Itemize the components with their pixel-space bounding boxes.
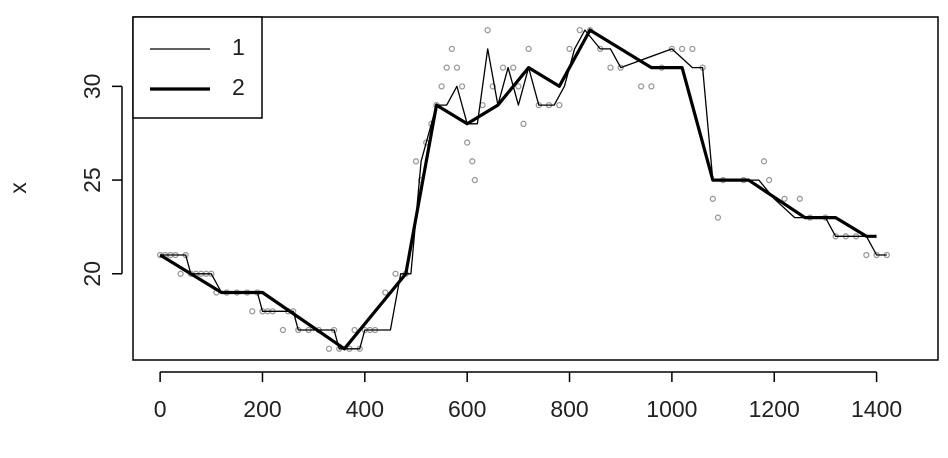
x-tick-label: 1000 <box>646 396 697 422</box>
y-axis-label: x <box>5 182 31 194</box>
data-point <box>760 158 768 165</box>
x-tick-label: 600 <box>448 396 486 422</box>
x-tick-label: 200 <box>243 396 281 422</box>
data-point <box>781 195 788 202</box>
data-point <box>392 270 399 277</box>
data-point <box>177 270 184 277</box>
data-point <box>499 64 507 71</box>
series-line <box>159 28 877 351</box>
data-point <box>796 195 803 202</box>
data-point <box>382 289 389 296</box>
data-point <box>709 195 716 202</box>
x-tick-label: 0 <box>154 396 167 422</box>
data-point <box>863 251 870 259</box>
data-point <box>556 101 563 109</box>
legend-label: 2 <box>232 74 245 100</box>
data-point <box>678 45 686 53</box>
data-point <box>484 26 491 34</box>
x-tick-label: 800 <box>550 396 588 422</box>
data-point <box>453 64 461 71</box>
data-point <box>489 83 496 90</box>
series-line <box>160 29 887 350</box>
data-point <box>566 45 573 53</box>
data-point <box>765 176 773 184</box>
data-point <box>689 45 696 53</box>
data-point <box>617 64 624 71</box>
legend-label: 1 <box>232 34 245 60</box>
y-tick-label: 20 <box>79 261 105 287</box>
data-point <box>525 45 532 53</box>
data-point <box>249 308 256 315</box>
data-point <box>668 45 676 53</box>
data-point <box>515 83 522 90</box>
data-point <box>471 176 479 184</box>
legend-box <box>132 16 263 119</box>
data-point <box>510 64 517 71</box>
data-point <box>351 326 358 334</box>
data-point <box>438 83 445 90</box>
data-point <box>458 83 466 90</box>
y-tick-label: 30 <box>79 74 105 100</box>
x-tick-label: 400 <box>346 396 384 422</box>
data-point <box>638 83 645 90</box>
data-point <box>607 64 614 71</box>
x-tick-label: 1200 <box>749 396 800 422</box>
data-point <box>464 139 471 146</box>
data-point <box>520 120 527 127</box>
data-point <box>714 214 722 221</box>
x-tick-label: 1400 <box>851 396 902 422</box>
data-point <box>443 64 450 71</box>
data-point <box>279 326 287 334</box>
plot-frame <box>132 16 939 361</box>
y-tick-label: 25 <box>79 167 105 193</box>
data-point <box>648 83 655 90</box>
data-point <box>325 345 333 352</box>
data-point <box>469 158 476 165</box>
data-point <box>576 26 583 34</box>
data-point <box>448 45 455 53</box>
data-point <box>412 158 420 165</box>
